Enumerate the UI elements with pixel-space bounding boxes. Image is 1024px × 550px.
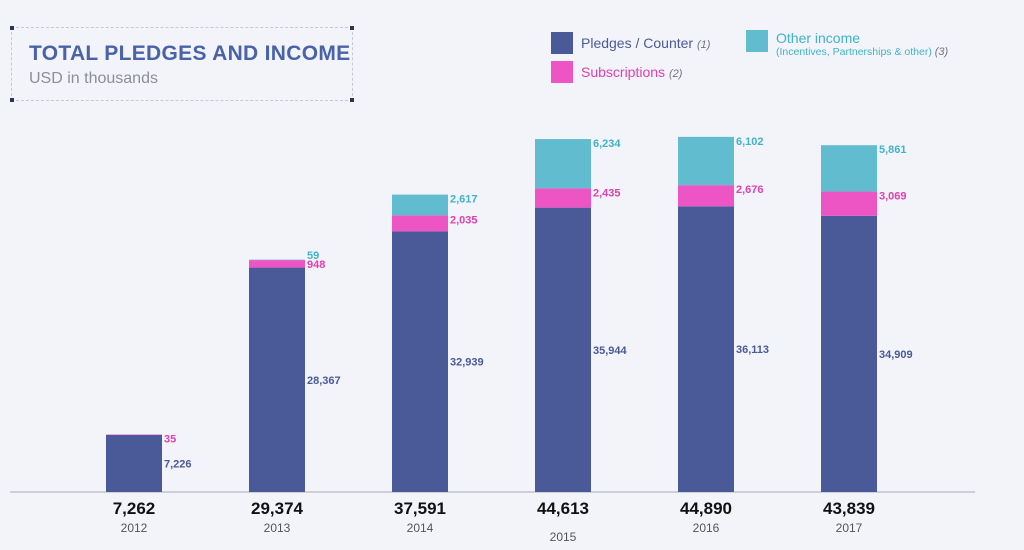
x-tick-label-2016: 2016 <box>693 521 720 535</box>
value-label-other-income-2016: 6,102 <box>736 136 764 148</box>
value-label-subscriptions-2016: 2,676 <box>736 184 764 196</box>
bar-pledges-counter-2015 <box>535 207 591 493</box>
x-tick-label-2015: 2015 <box>550 530 577 544</box>
bar-pledges-counter-2013 <box>249 267 305 492</box>
total-label-2015: 44,613 <box>537 499 589 518</box>
legend-swatch-other <box>746 30 768 52</box>
total-label-2012: 7,262 <box>113 499 156 518</box>
total-label-2016: 44,890 <box>680 499 732 518</box>
chart-subtitle: USD in thousands <box>29 70 158 87</box>
value-label-pledges-counter-2012: 7,226 <box>164 458 192 470</box>
bar-other-income-2015 <box>535 139 591 189</box>
value-label-pledges-counter-2015: 35,944 <box>593 345 628 357</box>
value-label-other-income-2015: 6,234 <box>593 138 621 150</box>
total-label-2014: 37,591 <box>394 499 446 518</box>
value-label-pledges-counter-2017: 34,909 <box>879 349 913 361</box>
legend-note-other: (3) <box>934 46 949 58</box>
bar-pledges-counter-2017 <box>821 215 877 492</box>
bar-subscriptions-2017 <box>821 191 877 216</box>
legend-note-pledges: (1) <box>696 39 711 51</box>
bar-pledges-counter-2016 <box>678 206 734 493</box>
value-label-pledges-counter-2013: 28,367 <box>307 375 341 387</box>
legend-label-other: Other income <box>776 30 861 46</box>
legend-label-pledges: Pledges / Counter <box>581 35 694 51</box>
bar-subscriptions-2015 <box>535 188 591 208</box>
value-label-subscriptions-2014: 2,035 <box>450 214 478 226</box>
value-label-subscriptions-2017: 3,069 <box>879 191 907 203</box>
x-tick-label-2017: 2017 <box>836 521 863 535</box>
bar-subscriptions-2016 <box>678 185 734 207</box>
legend-pledges: Pledges / Counter (1) <box>551 32 710 54</box>
value-label-other-income-2013: 59 <box>307 250 319 262</box>
value-label-subscriptions-2013: 948 <box>307 259 325 271</box>
x-tick-label-2014: 2014 <box>407 521 434 535</box>
bar-subscriptions-2012 <box>106 434 162 436</box>
total-label-2017: 43,839 <box>823 499 875 518</box>
chart-title: TOTAL PLEDGES AND INCOME <box>29 42 351 65</box>
bar-subscriptions-2013 <box>249 260 305 268</box>
bar-other-income-2014 <box>392 194 448 216</box>
legend-note-subscriptions: (2) <box>668 68 683 80</box>
legend-label-subscriptions: Subscriptions <box>581 64 666 80</box>
value-label-other-income-2017: 5,861 <box>879 144 907 156</box>
value-label-pledges-counter-2014: 32,939 <box>450 357 484 369</box>
bar-pledges-counter-2012 <box>106 434 162 492</box>
bar-subscriptions-2014 <box>392 215 448 232</box>
chart-title-box: TOTAL PLEDGES AND INCOME USD in thousand… <box>10 26 354 102</box>
x-tick-label-2012: 2012 <box>121 521 148 535</box>
legend-other: Other income (Incentives, Partnerships &… <box>746 30 948 59</box>
x-tick-label-2013: 2013 <box>264 521 291 535</box>
value-label-subscriptions-2015: 2,435 <box>593 187 621 199</box>
bar-other-income-2017 <box>821 145 877 192</box>
legend-swatch-pledges <box>551 32 573 54</box>
legend-sublabel-other: (Incentives, Partnerships & other) <box>776 46 932 58</box>
value-label-other-income-2014: 2,617 <box>450 194 478 206</box>
value-label-pledges-counter-2016: 36,113 <box>736 344 769 356</box>
value-label-subscriptions-2012: 35 <box>164 434 176 446</box>
legend-subscriptions: Subscriptions (2) <box>551 61 682 83</box>
total-label-2013: 29,374 <box>251 499 304 518</box>
bar-other-income-2016 <box>678 136 734 186</box>
bar-pledges-counter-2014 <box>392 231 448 493</box>
bar-other-income-2013 <box>249 259 305 261</box>
legend-swatch-subscriptions <box>551 61 573 83</box>
